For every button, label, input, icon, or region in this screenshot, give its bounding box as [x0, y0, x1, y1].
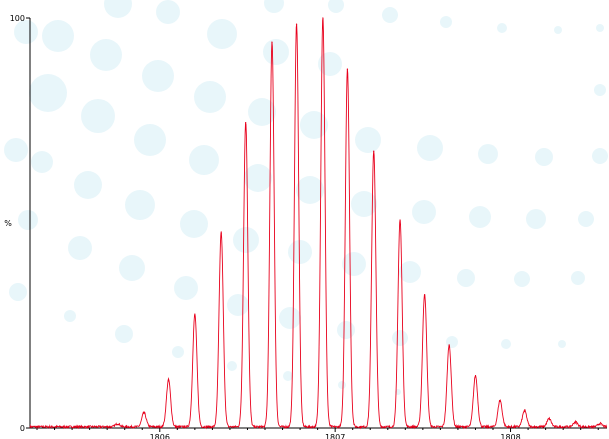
y-tick-label: 100 — [10, 14, 25, 23]
y-axis-ticks: 0 100 — [10, 14, 30, 433]
spectrum-peak — [499, 400, 501, 402]
spectrum-peak — [548, 419, 550, 421]
background-bubble — [4, 138, 28, 162]
y-tick-label: 0 — [20, 424, 25, 433]
spectrum-peak — [599, 424, 601, 426]
spectrum-peak — [346, 68, 349, 70]
spectrum-peak — [322, 17, 324, 19]
background-bubble — [81, 99, 115, 133]
background-bubble — [594, 84, 606, 96]
background-bubble — [342, 252, 366, 276]
background-bubble — [392, 330, 408, 346]
x-tick-label: 1808 — [500, 433, 520, 439]
background-bubble — [526, 209, 546, 229]
spectrum-peak — [117, 424, 119, 426]
spectrum-trace — [29, 17, 608, 430]
background-bubble — [514, 271, 530, 287]
spectrum-peak — [194, 314, 196, 316]
background-bubble — [412, 200, 436, 224]
x-tick-label: 1806 — [150, 433, 170, 439]
spectrum-peak — [295, 23, 298, 25]
background-bubble — [399, 261, 421, 283]
background-bubble — [194, 81, 226, 113]
background-bubble — [207, 19, 237, 49]
background-bubble — [497, 23, 507, 33]
spectrum-peak — [271, 42, 273, 44]
background-bubble — [328, 0, 344, 13]
background-bubble — [90, 39, 122, 71]
background-bubble — [535, 148, 553, 166]
background-bubble — [351, 191, 377, 217]
background-bubble — [134, 124, 166, 156]
background-bubble — [14, 20, 38, 44]
background-bubble — [558, 340, 566, 348]
background-bubble — [300, 111, 328, 139]
background-bubble — [172, 346, 184, 358]
peak-markers — [117, 17, 601, 426]
background-bubble — [156, 0, 180, 24]
background-bubble — [338, 381, 346, 389]
background-bubble — [355, 127, 381, 153]
background-bubble — [382, 7, 398, 23]
background-bubble — [264, 0, 284, 13]
background-bubble — [288, 240, 312, 264]
background-bubble — [554, 26, 562, 34]
x-tick-label: 1807 — [325, 433, 345, 439]
spectrum-peak — [448, 345, 450, 347]
y-axis-label: % — [4, 219, 12, 228]
background-bubble — [457, 269, 475, 287]
spectrum-peak — [143, 413, 145, 415]
background-bubble — [42, 20, 74, 52]
background-bubble — [248, 98, 276, 126]
spectrum-peak — [373, 150, 375, 152]
background-bubble — [244, 164, 272, 192]
spectrum-peak — [424, 294, 426, 296]
background-bubble — [417, 135, 443, 161]
spectrum-peak — [523, 411, 526, 413]
background-bubble — [469, 206, 491, 228]
spectrum-peak — [574, 422, 577, 424]
background-bubble — [64, 310, 76, 322]
background-bubble — [296, 176, 324, 204]
background-bubble — [18, 210, 38, 230]
background-bubble — [592, 148, 608, 164]
background-bubble — [263, 39, 289, 65]
background-bubble — [174, 276, 198, 300]
background-bubble — [125, 190, 155, 220]
background-bubble — [9, 283, 27, 301]
background-bubble — [115, 325, 133, 343]
background-bubble — [31, 151, 53, 173]
background-bubble — [189, 145, 219, 175]
background-bubble — [578, 211, 594, 227]
background-bubble — [104, 0, 132, 18]
spectrum-peak — [474, 376, 477, 378]
background-bubble — [571, 271, 585, 285]
spectrum-peak — [245, 121, 247, 124]
background-bubble — [337, 321, 355, 339]
spectrum-peak — [399, 220, 401, 222]
background-bubble — [119, 255, 145, 281]
background-bubble — [279, 307, 301, 329]
background-bubble — [501, 339, 511, 349]
background-bubble — [446, 336, 458, 348]
background-bubble — [227, 294, 249, 316]
background-bubble — [440, 16, 452, 28]
spectrum-peak — [220, 232, 222, 234]
background-bubble — [142, 60, 174, 92]
background-bubble — [233, 227, 259, 253]
background-bubble — [596, 24, 604, 32]
background-bubble — [29, 74, 67, 112]
background-bubble — [227, 361, 237, 371]
background-bubble — [68, 236, 92, 260]
background-bubble-pattern — [4, 0, 608, 395]
background-bubble — [283, 371, 293, 381]
x-axis-ticks: 1806 1807 1808 — [36, 428, 599, 439]
background-bubble — [180, 210, 208, 238]
background-bubble — [478, 144, 498, 164]
background-bubble — [74, 171, 102, 199]
spectrum-peak — [167, 380, 170, 382]
